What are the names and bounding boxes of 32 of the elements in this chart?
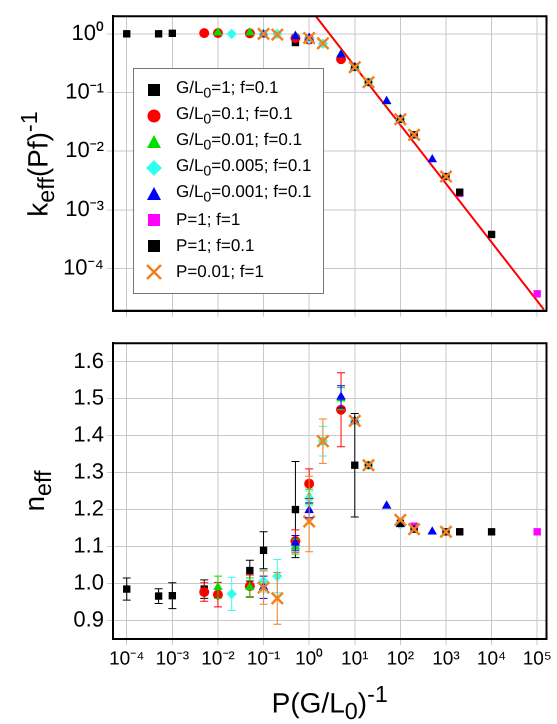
y-tick-label: 10⁰ xyxy=(72,20,104,45)
legend-label: P=1; f=0.1 xyxy=(176,236,254,256)
y-tick-label: 1.6 xyxy=(73,348,104,373)
x-tick-label: 10⁻² xyxy=(201,648,235,670)
x-tick-label: 10⁵ xyxy=(522,648,552,670)
y-tick-label: 10⁻¹ xyxy=(65,78,104,104)
y-tick-label: 1.1 xyxy=(73,532,104,558)
x-axis-title: P(G/L$_{0}$)$^{-1}$ xyxy=(272,681,388,724)
y-tick-label: 10⁻⁴ xyxy=(63,254,104,280)
legend-label: G/L$_{0}$=0.01; f=0.1 xyxy=(176,130,302,154)
x-tick-label: 10⁰ xyxy=(295,648,324,670)
x-tick-label: 10² xyxy=(386,648,414,670)
y-tick-label: 10⁻³ xyxy=(65,196,104,221)
y-tick-label: 1.4 xyxy=(73,422,104,447)
x-tick-label: 10⁴ xyxy=(476,648,506,670)
legend-label: G/L$_{0}$=1; f=0.1 xyxy=(176,78,278,102)
x-tick-label: 10⁻⁴ xyxy=(109,648,144,670)
x-tick-label: 10⁻¹ xyxy=(246,648,280,670)
y-tick-label: 10⁻² xyxy=(65,137,104,162)
legend-label: P=0.01; f=1 xyxy=(176,262,264,282)
y-tick-label: 1.2 xyxy=(73,496,104,521)
y-tick-label: 1.5 xyxy=(73,384,104,410)
x-tick-label: 10⁻³ xyxy=(156,648,190,670)
y-tick-label: 0.9 xyxy=(73,606,104,632)
x-tick-label: 10¹ xyxy=(341,648,368,670)
y-tick-label: 1.0 xyxy=(73,570,104,595)
x-tick-label: 10³ xyxy=(432,648,460,670)
legend-label: G/L$_{0}$=0.001; f=0.1 xyxy=(176,182,312,206)
legend-label: G/L$_{0}$=0.1; f=0.1 xyxy=(176,104,293,128)
y-tick-label: 1.3 xyxy=(73,458,104,484)
legend-label: G/L$_{0}$=0.005; f=0.1 xyxy=(176,156,312,180)
legend-label: P=1; f=1 xyxy=(176,210,240,230)
